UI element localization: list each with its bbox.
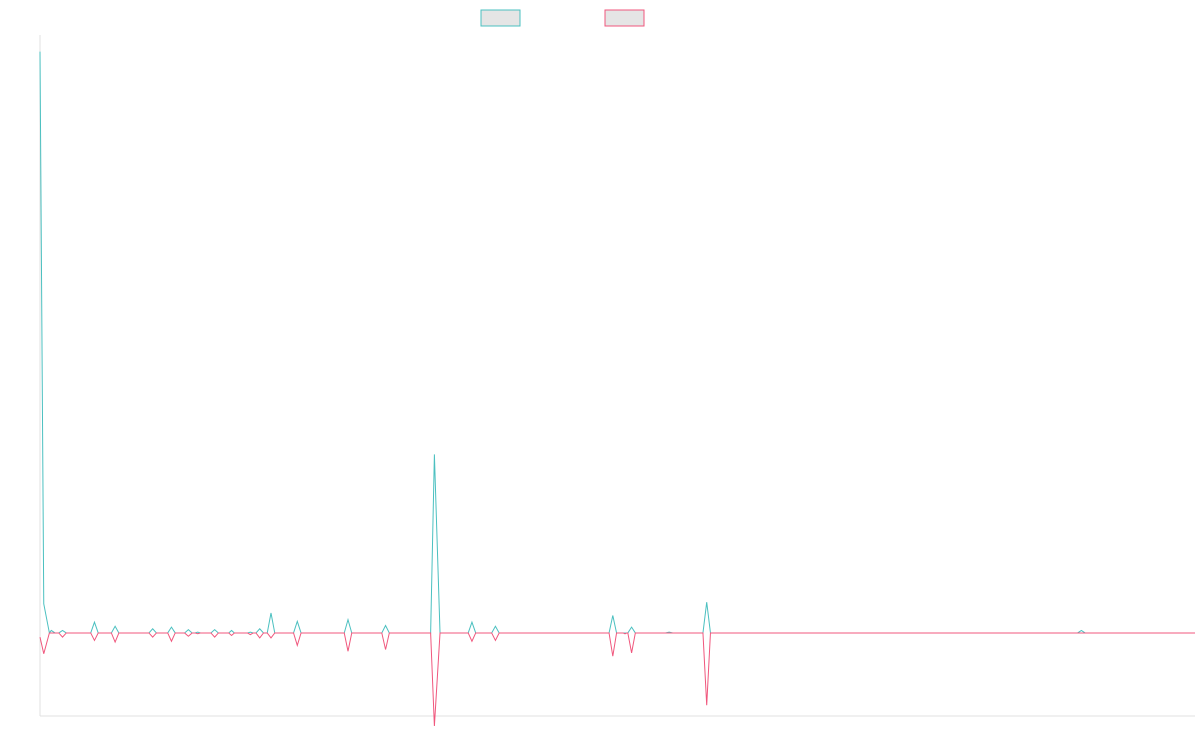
series-group — [39, 51, 1195, 727]
series-line-2 — [39, 632, 1195, 727]
legend-swatch-1[interactable] — [480, 9, 521, 27]
axes — [39, 35, 1195, 717]
series-line-1 — [39, 51, 1195, 635]
legend-swatch-2[interactable] — [604, 9, 645, 27]
legend[interactable] — [480, 9, 645, 27]
